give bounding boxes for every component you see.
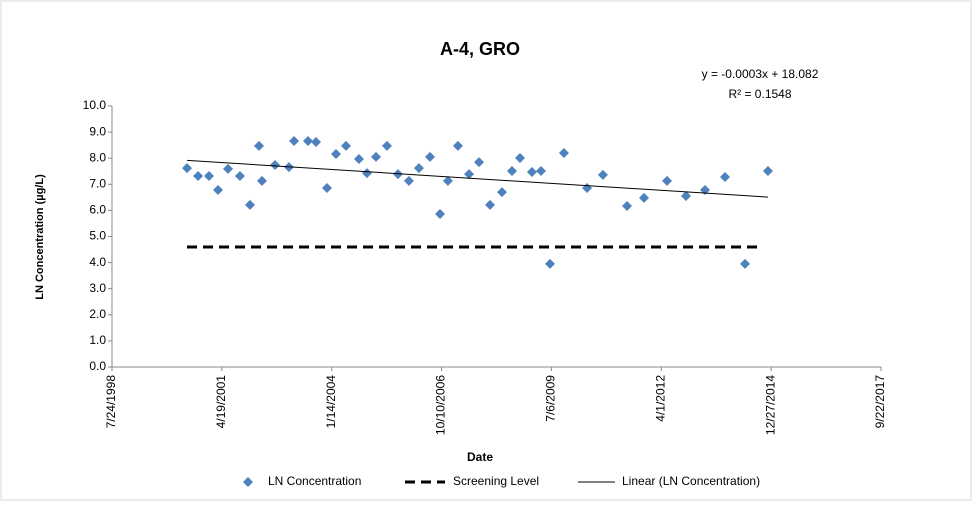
x-tick-label: 9/22/2017 — [873, 375, 887, 429]
data-point — [622, 200, 633, 211]
data-point — [661, 175, 672, 186]
data-point — [474, 157, 485, 168]
data-point — [302, 135, 313, 146]
y-tick-label: 4.0 — [89, 255, 106, 269]
data-point — [340, 140, 351, 151]
data-point — [496, 187, 507, 198]
data-point — [182, 163, 193, 174]
data-point — [253, 140, 264, 151]
data-point — [361, 168, 372, 179]
data-point — [213, 185, 224, 196]
data-point — [558, 147, 569, 158]
x-tick-label: 4/1/2012 — [653, 375, 667, 422]
data-point — [681, 191, 692, 202]
data-point — [515, 152, 526, 163]
x-tick-label: 7/6/2009 — [544, 375, 558, 422]
trend-equation: y = -0.0003x + 18.082 — [702, 67, 819, 81]
legend-marker — [243, 477, 253, 487]
y-tick-label: 9.0 — [89, 124, 106, 138]
data-point — [270, 159, 281, 170]
y-tick-label: 2.0 — [89, 307, 106, 321]
data-point — [485, 199, 496, 210]
legend-label: LN Concentration — [268, 474, 361, 488]
data-point — [223, 163, 234, 174]
data-point — [545, 258, 556, 269]
data-point — [403, 175, 414, 186]
data-point — [321, 182, 332, 193]
x-tick-label: 7/24/1998 — [104, 375, 118, 429]
data-point — [244, 199, 255, 210]
chart-title: A-4, GRO — [440, 39, 520, 59]
x-axis-label: Date — [467, 450, 493, 464]
legend-label: Linear (LN Concentration) — [622, 474, 760, 488]
y-axis-label: LN Concentration (µg/L) — [34, 174, 46, 300]
data-point — [452, 140, 463, 151]
y-tick-label: 6.0 — [89, 203, 106, 217]
data-point — [526, 167, 537, 178]
trend-r-squared: R² = 0.1548 — [728, 87, 791, 101]
data-point — [311, 137, 322, 148]
data-point — [535, 165, 546, 176]
data-point — [204, 170, 215, 181]
y-tick-label: 1.0 — [89, 333, 106, 347]
data-point — [720, 171, 731, 182]
data-point — [289, 135, 300, 146]
data-point — [442, 175, 453, 186]
data-point — [256, 175, 267, 186]
data-point — [234, 170, 245, 181]
x-tick-label: 12/27/2014 — [763, 375, 777, 435]
data-point — [506, 165, 517, 176]
x-tick-label: 1/14/2004 — [324, 375, 338, 429]
data-point — [639, 192, 650, 203]
data-point — [353, 153, 364, 164]
data-point — [425, 151, 436, 162]
data-point — [739, 258, 750, 269]
data-point — [413, 163, 424, 174]
data-point — [762, 165, 773, 176]
data-point — [193, 170, 204, 181]
y-tick-label: 8.0 — [89, 150, 106, 164]
data-point — [330, 149, 341, 160]
data-point — [435, 209, 446, 220]
data-point — [597, 169, 608, 180]
x-tick-label: 10/10/2006 — [434, 375, 448, 435]
data-point — [370, 151, 381, 162]
y-tick-label: 7.0 — [89, 176, 106, 190]
y-tick-label: 10.0 — [83, 98, 107, 112]
data-point — [464, 169, 475, 180]
data-point — [381, 140, 392, 151]
trendline — [187, 159, 768, 198]
y-tick-label: 0.0 — [89, 359, 106, 373]
y-tick-label: 3.0 — [89, 281, 106, 295]
y-tick-label: 5.0 — [89, 229, 106, 243]
legend-label: Screening Level — [453, 474, 539, 488]
x-tick-label: 4/19/2001 — [214, 375, 228, 429]
